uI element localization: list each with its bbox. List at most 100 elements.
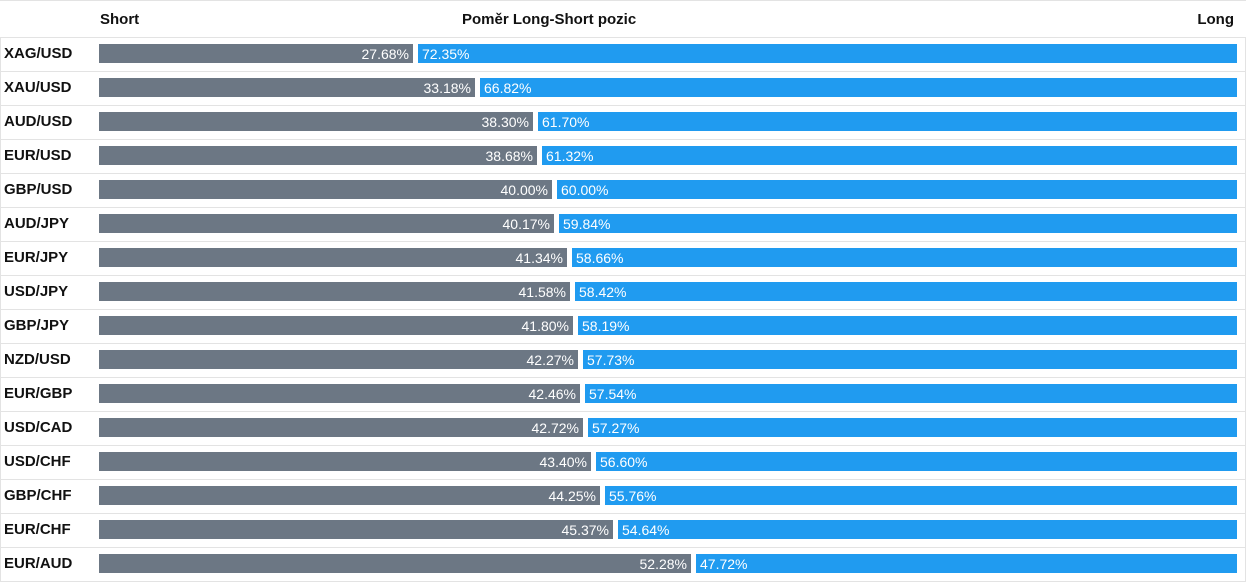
pair-label: USD/JPY — [4, 283, 69, 300]
long-bar — [559, 214, 1237, 233]
short-bar — [99, 350, 578, 369]
short-bar — [99, 520, 613, 539]
short-bar — [99, 282, 570, 301]
long-value-label: 57.73% — [587, 352, 635, 368]
long-bar — [596, 452, 1237, 471]
short-bar — [99, 78, 475, 97]
pair-label: GBP/JPY — [4, 317, 70, 334]
short-bar — [99, 146, 537, 165]
chart-row: EUR/AUD 52.28% 47.72% — [0, 547, 1246, 582]
short-value-label: 41.58% — [518, 284, 566, 300]
pair-label: USD/CAD — [4, 419, 73, 436]
long-header-label: Long — [1197, 11, 1234, 28]
long-value-label: 57.54% — [589, 386, 637, 402]
long-bar — [605, 486, 1237, 505]
long-bar — [557, 180, 1237, 199]
short-value-label: 38.30% — [481, 114, 529, 130]
chart-header: Short Poměr Long-Short pozic Long — [0, 0, 1246, 38]
pair-label: EUR/AUD — [4, 555, 73, 572]
chart-row: EUR/CHF 45.37% 54.64% — [0, 513, 1246, 548]
long-value-label: 56.60% — [600, 454, 648, 470]
long-bar — [618, 520, 1237, 539]
short-bar — [99, 248, 567, 267]
short-value-label: 42.27% — [526, 352, 574, 368]
long-bar — [585, 384, 1237, 403]
long-value-label: 60.00% — [561, 182, 609, 198]
pair-label: GBP/CHF — [4, 487, 72, 504]
short-value-label: 33.18% — [423, 80, 471, 96]
short-value-label: 52.28% — [639, 556, 687, 572]
short-bar — [99, 316, 573, 335]
long-value-label: 59.84% — [563, 216, 611, 232]
short-bar — [99, 452, 591, 471]
chart-title: Poměr Long-Short pozic — [462, 11, 637, 28]
long-value-label: 55.76% — [609, 488, 657, 504]
chart-row: GBP/CHF 44.25% 55.76% — [0, 479, 1246, 514]
long-value-label: 58.42% — [579, 284, 627, 300]
pair-label: EUR/GBP — [4, 385, 73, 402]
short-header-label: Short — [100, 11, 140, 28]
chart-row: USD/JPY 41.58% 58.42% — [0, 275, 1246, 310]
short-value-label: 42.46% — [528, 386, 576, 402]
long-bar — [696, 554, 1237, 573]
short-value-label: 27.68% — [361, 46, 409, 62]
chart-row: XAG/USD 27.68% 72.35% — [0, 37, 1246, 72]
chart-row: GBP/USD 40.00% 60.00% — [0, 173, 1246, 208]
pair-label: EUR/USD — [4, 147, 72, 164]
short-value-label: 44.25% — [548, 488, 596, 504]
chart-row: EUR/GBP 42.46% 57.54% — [0, 377, 1246, 412]
chart-row: AUD/USD 38.30% 61.70% — [0, 105, 1246, 140]
pair-label: EUR/JPY — [4, 249, 69, 266]
long-value-label: 54.64% — [622, 522, 670, 538]
pair-label: GBP/USD — [4, 181, 73, 198]
chart-row: AUD/JPY 40.17% 59.84% — [0, 207, 1246, 242]
short-value-label: 40.00% — [500, 182, 548, 198]
chart-row: GBP/JPY 41.80% 58.19% — [0, 309, 1246, 344]
long-value-label: 61.32% — [546, 148, 594, 164]
chart-row: NZD/USD 42.27% 57.73% — [0, 343, 1246, 378]
long-bar — [538, 112, 1237, 131]
long-bar — [578, 316, 1237, 335]
short-value-label: 42.72% — [531, 420, 579, 436]
long-value-label: 72.35% — [422, 46, 470, 62]
pair-label: NZD/USD — [4, 351, 71, 368]
pair-label: XAG/USD — [4, 45, 73, 62]
short-bar — [99, 384, 580, 403]
chart-row: USD/CAD 42.72% 57.27% — [0, 411, 1246, 446]
long-value-label: 58.19% — [582, 318, 630, 334]
pair-label: AUD/USD — [4, 113, 73, 130]
long-bar — [588, 418, 1237, 437]
short-bar — [99, 44, 413, 63]
long-bar — [583, 350, 1237, 369]
short-value-label: 45.37% — [561, 522, 609, 538]
short-value-label: 41.34% — [515, 250, 563, 266]
short-bar — [99, 486, 600, 505]
long-bar — [542, 146, 1237, 165]
long-value-label: 57.27% — [592, 420, 640, 436]
short-value-label: 43.40% — [539, 454, 587, 470]
long-value-label: 66.82% — [484, 80, 532, 96]
long-bar — [575, 282, 1237, 301]
short-bar — [99, 214, 554, 233]
short-bar — [99, 554, 691, 573]
short-value-label: 41.80% — [521, 318, 569, 334]
short-bar — [99, 418, 583, 437]
chart-row: EUR/USD 38.68% 61.32% — [0, 139, 1246, 174]
long-bar — [480, 78, 1237, 97]
chart-row: USD/CHF 43.40% 56.60% — [0, 445, 1246, 480]
pair-label: AUD/JPY — [4, 215, 70, 232]
chart-row: EUR/JPY 41.34% 58.66% — [0, 241, 1246, 276]
short-value-label: 38.68% — [485, 148, 533, 164]
short-bar — [99, 180, 552, 199]
short-value-label: 40.17% — [502, 216, 550, 232]
pair-label: EUR/CHF — [4, 521, 71, 538]
long-value-label: 61.70% — [542, 114, 590, 130]
long-value-label: 58.66% — [576, 250, 624, 266]
pair-label: USD/CHF — [4, 453, 71, 470]
long-bar — [418, 44, 1237, 63]
chart-row: XAU/USD 33.18% 66.82% — [0, 71, 1246, 106]
short-bar — [99, 112, 533, 131]
pair-label: XAU/USD — [4, 79, 72, 96]
long-value-label: 47.72% — [700, 556, 748, 572]
